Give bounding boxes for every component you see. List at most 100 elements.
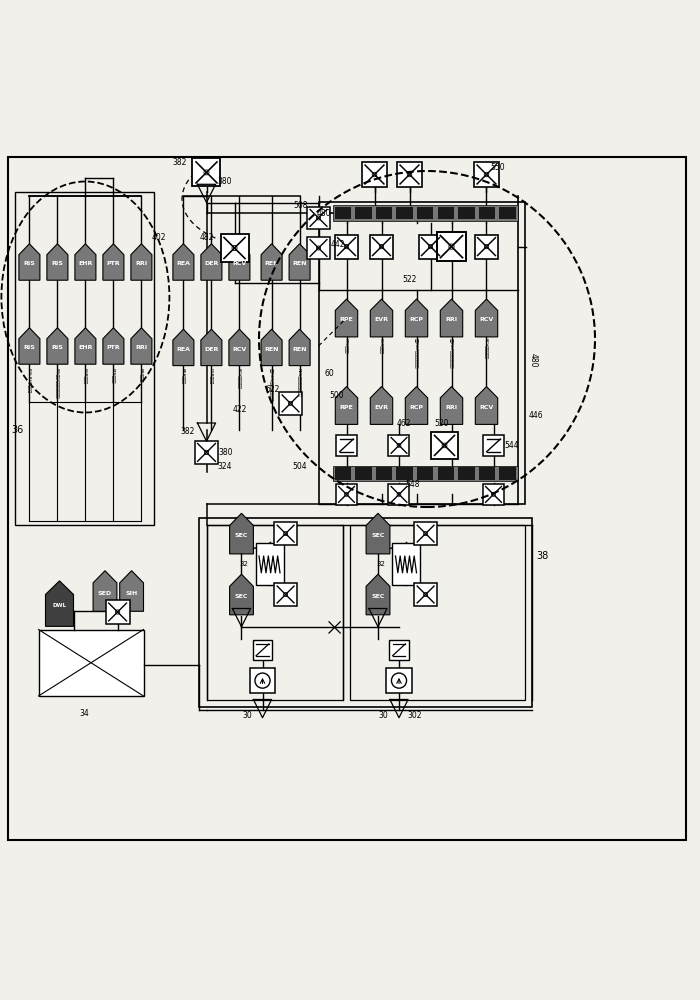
Bar xyxy=(389,640,409,660)
Bar xyxy=(458,467,475,480)
Text: REN二回路样本冷却器: REN二回路样本冷却器 xyxy=(298,368,302,397)
Bar xyxy=(250,668,275,693)
Bar xyxy=(38,630,144,696)
Bar xyxy=(392,543,420,585)
Text: 402: 402 xyxy=(152,233,167,242)
Text: 422: 422 xyxy=(232,404,247,414)
Bar xyxy=(386,668,412,693)
Bar xyxy=(438,467,454,480)
Text: PTR: PTR xyxy=(106,261,120,266)
Text: 38: 38 xyxy=(536,551,549,561)
Bar xyxy=(389,484,410,505)
Polygon shape xyxy=(173,244,194,280)
Bar xyxy=(274,522,297,545)
Bar xyxy=(437,232,466,261)
Polygon shape xyxy=(366,574,390,615)
Text: 480: 480 xyxy=(316,209,331,218)
Bar xyxy=(396,207,413,219)
Text: DER冷却器: DER冷却器 xyxy=(209,368,214,385)
Text: RCP: RCP xyxy=(410,405,424,410)
Polygon shape xyxy=(103,328,124,364)
Polygon shape xyxy=(201,244,222,280)
Bar xyxy=(256,543,284,585)
Text: RCV: RCV xyxy=(232,347,246,352)
Bar xyxy=(335,235,358,258)
Text: RRI泵电机: RRI泵电机 xyxy=(139,368,144,383)
Bar xyxy=(355,207,372,219)
Bar xyxy=(417,467,433,480)
Bar xyxy=(335,467,351,480)
Text: REA: REA xyxy=(176,261,190,266)
Bar xyxy=(199,518,532,706)
Polygon shape xyxy=(261,329,282,366)
Text: RCV下泄换热器: RCV下泄换热器 xyxy=(484,338,489,358)
Polygon shape xyxy=(440,299,463,337)
Bar xyxy=(336,484,357,505)
Polygon shape xyxy=(440,387,463,424)
Bar xyxy=(206,524,343,700)
Bar xyxy=(500,467,516,480)
Text: DWL: DWL xyxy=(52,603,66,608)
Text: SEC: SEC xyxy=(371,533,385,538)
Polygon shape xyxy=(93,571,117,611)
Text: RRI: RRI xyxy=(445,317,458,322)
Text: RPE: RPE xyxy=(340,405,354,410)
Text: SEC: SEC xyxy=(234,594,248,599)
Bar xyxy=(389,435,410,456)
Polygon shape xyxy=(370,387,393,424)
Text: EHR: EHR xyxy=(78,345,92,350)
Text: 520: 520 xyxy=(434,418,449,428)
Bar xyxy=(279,392,302,415)
Polygon shape xyxy=(289,244,310,280)
Bar xyxy=(500,207,516,219)
Text: RCV: RCV xyxy=(480,405,494,410)
Polygon shape xyxy=(201,329,222,366)
Text: RCV: RCV xyxy=(480,317,494,322)
Bar xyxy=(307,237,330,259)
Text: 482: 482 xyxy=(199,233,214,242)
Text: EVR: EVR xyxy=(374,317,388,322)
Polygon shape xyxy=(370,299,393,337)
Text: 302: 302 xyxy=(407,711,422,720)
Text: EVR: EVR xyxy=(374,405,388,410)
Text: RIS: RIS xyxy=(24,261,35,266)
Bar xyxy=(195,440,218,464)
Bar xyxy=(350,524,525,700)
Text: 36: 36 xyxy=(11,425,24,435)
Polygon shape xyxy=(120,571,144,611)
Text: RCV上充泵电机: RCV上充泵电机 xyxy=(237,368,241,389)
Text: 622: 622 xyxy=(265,385,280,394)
Bar xyxy=(370,235,393,258)
Polygon shape xyxy=(261,244,282,280)
Text: SEC: SEC xyxy=(234,533,248,538)
Polygon shape xyxy=(475,387,498,424)
Polygon shape xyxy=(46,581,74,626)
Text: 446: 446 xyxy=(528,412,543,420)
Text: 30: 30 xyxy=(379,711,389,720)
Text: EVR冷却器: EVR冷却器 xyxy=(379,338,384,353)
Text: RIS: RIS xyxy=(24,345,35,350)
Text: RPE冷却器: RPE冷却器 xyxy=(344,338,349,353)
Polygon shape xyxy=(230,513,253,554)
Polygon shape xyxy=(47,244,68,280)
Text: 504: 504 xyxy=(293,462,307,471)
Bar xyxy=(458,207,475,219)
Bar xyxy=(376,467,392,480)
Text: 442: 442 xyxy=(330,240,345,249)
Bar xyxy=(438,207,454,219)
Text: RRI: RRI xyxy=(135,261,148,266)
Text: 两台RCP主泵电机及热屏: 两台RCP主泵电机及热屏 xyxy=(414,338,419,368)
Text: RRI: RRI xyxy=(135,345,148,350)
Text: 548: 548 xyxy=(406,480,420,489)
Bar xyxy=(414,522,437,545)
Bar xyxy=(220,234,248,262)
Text: 508: 508 xyxy=(293,202,308,211)
Text: REN: REN xyxy=(265,347,279,352)
Text: RCV: RCV xyxy=(232,261,246,266)
Text: RPE: RPE xyxy=(340,317,354,322)
Text: SIH: SIH xyxy=(125,591,138,596)
Text: 522: 522 xyxy=(402,275,416,284)
Text: 60: 60 xyxy=(324,369,334,378)
Text: 380: 380 xyxy=(217,177,232,186)
Polygon shape xyxy=(131,244,152,280)
